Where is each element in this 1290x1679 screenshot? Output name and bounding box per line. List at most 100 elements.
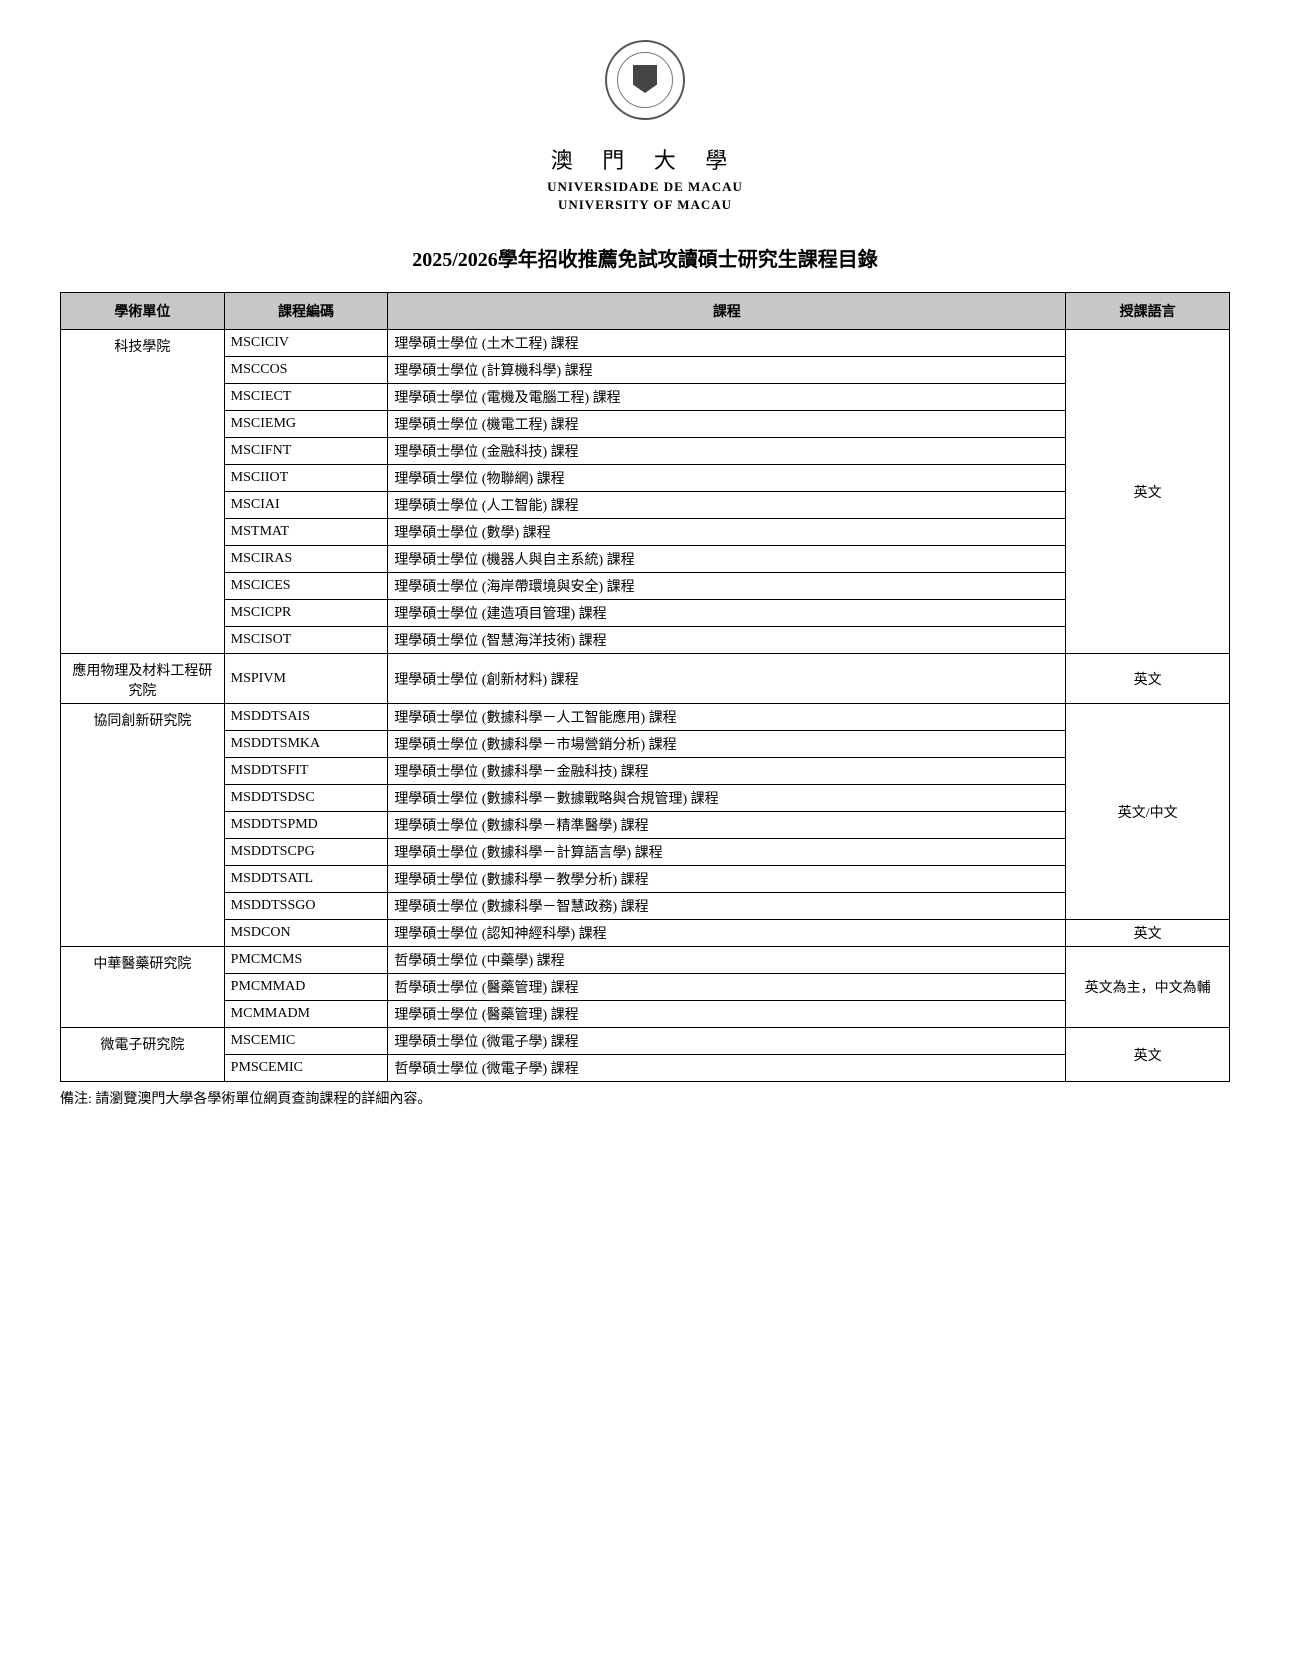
- course-cell: 理學碩士學位 (人工智能) 課程: [388, 492, 1066, 519]
- table-row: MSCIRAS理學碩士學位 (機器人與自主系統) 課程: [61, 546, 1230, 573]
- course-cell: 理學碩士學位 (數據科學－數據戰略與合規管理) 課程: [388, 785, 1066, 812]
- code-cell: MCMMADM: [224, 1001, 388, 1028]
- code-cell: MSCIFNT: [224, 438, 388, 465]
- code-cell: MSDDTSFIT: [224, 758, 388, 785]
- course-cell: 理學碩士學位 (物聯網) 課程: [388, 465, 1066, 492]
- course-cell: 理學碩士學位 (計算機科學) 課程: [388, 357, 1066, 384]
- university-name-zh: 澳 門 大 學: [60, 143, 1230, 175]
- course-table: 學術單位 課程編碼 課程 授課語言 科技學院MSCICIV理學碩士學位 (土木工…: [60, 292, 1230, 1082]
- course-cell: 理學碩士學位 (數據科學－計算語言學) 課程: [388, 839, 1066, 866]
- course-cell: 理學碩士學位 (認知神經科學) 課程: [388, 920, 1066, 947]
- table-row: MSDDTSDSC理學碩士學位 (數據科學－數據戰略與合規管理) 課程: [61, 785, 1230, 812]
- lang-cell: 英文/中文: [1066, 704, 1230, 920]
- code-cell: MSCIEMG: [224, 411, 388, 438]
- course-cell: 理學碩士學位 (醫藥管理) 課程: [388, 1001, 1066, 1028]
- table-header-row: 學術單位 課程編碼 課程 授課語言: [61, 293, 1230, 330]
- course-cell: 理學碩士學位 (數據科學－教學分析) 課程: [388, 866, 1066, 893]
- code-cell: MSCISOT: [224, 627, 388, 654]
- course-cell: 理學碩士學位 (數據科學－智慧政務) 課程: [388, 893, 1066, 920]
- course-cell: 理學碩士學位 (土木工程) 課程: [388, 330, 1066, 357]
- unit-cell: 微電子研究院: [61, 1028, 225, 1082]
- table-row: PMSCEMIC哲學碩士學位 (微電子學) 課程: [61, 1055, 1230, 1082]
- course-cell: 哲學碩士學位 (醫藥管理) 課程: [388, 974, 1066, 1001]
- lang-cell: 英文: [1066, 330, 1230, 654]
- table-row: MSDDTSMKA理學碩士學位 (數據科學－市場營銷分析) 課程: [61, 731, 1230, 758]
- code-cell: MSCIIOT: [224, 465, 388, 492]
- university-name-en: UNIVERSITY OF MACAU: [60, 197, 1230, 213]
- code-cell: MSCEMIC: [224, 1028, 388, 1055]
- code-cell: MSCICIV: [224, 330, 388, 357]
- table-row: 應用物理及材料工程研究院MSPIVM理學碩士學位 (創新材料) 課程英文: [61, 654, 1230, 704]
- course-cell: 理學碩士學位 (電機及電腦工程) 課程: [388, 384, 1066, 411]
- lang-cell: 英文: [1066, 1028, 1230, 1082]
- table-row: MSCICES理學碩士學位 (海岸帶環境與安全) 課程: [61, 573, 1230, 600]
- code-cell: MSCIRAS: [224, 546, 388, 573]
- code-cell: MSDDTSATL: [224, 866, 388, 893]
- unit-cell: 科技學院: [61, 330, 225, 654]
- course-cell: 理學碩士學位 (機電工程) 課程: [388, 411, 1066, 438]
- course-cell: 理學碩士學位 (海岸帶環境與安全) 課程: [388, 573, 1066, 600]
- course-cell: 理學碩士學位 (數據科學－人工智能應用) 課程: [388, 704, 1066, 731]
- table-row: 科技學院MSCICIV理學碩士學位 (土木工程) 課程英文: [61, 330, 1230, 357]
- header-lang: 授課語言: [1066, 293, 1230, 330]
- unit-cell: 應用物理及材料工程研究院: [61, 654, 225, 704]
- course-cell: 理學碩士學位 (機器人與自主系統) 課程: [388, 546, 1066, 573]
- code-cell: MSCICPR: [224, 600, 388, 627]
- course-cell: 哲學碩士學位 (中藥學) 課程: [388, 947, 1066, 974]
- lang-cell: 英文: [1066, 654, 1230, 704]
- code-cell: MSDCON: [224, 920, 388, 947]
- course-cell: 理學碩士學位 (微電子學) 課程: [388, 1028, 1066, 1055]
- code-cell: PMCMCMS: [224, 947, 388, 974]
- header-course: 課程: [388, 293, 1066, 330]
- table-row: MSCCOS理學碩士學位 (計算機科學) 課程: [61, 357, 1230, 384]
- unit-cell: 中華醫藥研究院: [61, 947, 225, 1028]
- header-code: 課程編碼: [224, 293, 388, 330]
- lang-cell: 英文為主，中文為輔: [1066, 947, 1230, 1028]
- code-cell: MSCIAI: [224, 492, 388, 519]
- code-cell: MSCICES: [224, 573, 388, 600]
- table-row: MSDDTSATL理學碩士學位 (數據科學－教學分析) 課程: [61, 866, 1230, 893]
- course-cell: 理學碩士學位 (數據科學－市場營銷分析) 課程: [388, 731, 1066, 758]
- code-cell: MSDDTSSGO: [224, 893, 388, 920]
- course-cell: 理學碩士學位 (金融科技) 課程: [388, 438, 1066, 465]
- code-cell: MSCIECT: [224, 384, 388, 411]
- table-row: PMCMMAD哲學碩士學位 (醫藥管理) 課程: [61, 974, 1230, 1001]
- course-cell: 理學碩士學位 (數據科學－精準醫學) 課程: [388, 812, 1066, 839]
- table-row: MSDCON理學碩士學位 (認知神經科學) 課程英文: [61, 920, 1230, 947]
- table-row: MCMMADM理學碩士學位 (醫藥管理) 課程: [61, 1001, 1230, 1028]
- code-cell: MSTMAT: [224, 519, 388, 546]
- footnote: 備注: 請瀏覽澳門大學各學術單位網頁查詢課程的詳細內容。: [60, 1088, 1230, 1108]
- header-unit: 學術單位: [61, 293, 225, 330]
- lang-cell: 英文: [1066, 920, 1230, 947]
- code-cell: PMSCEMIC: [224, 1055, 388, 1082]
- course-cell: 理學碩士學位 (創新材料) 課程: [388, 654, 1066, 704]
- university-name-pt: UNIVERSIDADE DE MACAU: [60, 179, 1230, 195]
- course-cell: 理學碩士學位 (智慧海洋技術) 課程: [388, 627, 1066, 654]
- code-cell: MSDDTSMKA: [224, 731, 388, 758]
- table-row: MSDDTSCPG理學碩士學位 (數據科學－計算語言學) 課程: [61, 839, 1230, 866]
- university-logo: [60, 40, 1230, 133]
- code-cell: MSDDTSAIS: [224, 704, 388, 731]
- code-cell: MSDDTSCPG: [224, 839, 388, 866]
- table-row: MSDDTSFIT理學碩士學位 (數據科學－金融科技) 課程: [61, 758, 1230, 785]
- course-cell: 理學碩士學位 (數據科學－金融科技) 課程: [388, 758, 1066, 785]
- table-row: MSCIAI理學碩士學位 (人工智能) 課程: [61, 492, 1230, 519]
- table-row: MSCIFNT理學碩士學位 (金融科技) 課程: [61, 438, 1230, 465]
- table-row: 微電子研究院MSCEMIC理學碩士學位 (微電子學) 課程英文: [61, 1028, 1230, 1055]
- code-cell: MSPIVM: [224, 654, 388, 704]
- table-row: MSCICPR理學碩士學位 (建造項目管理) 課程: [61, 600, 1230, 627]
- table-row: MSDDTSPMD理學碩士學位 (數據科學－精準醫學) 課程: [61, 812, 1230, 839]
- table-row: 協同創新研究院MSDDTSAIS理學碩士學位 (數據科學－人工智能應用) 課程英…: [61, 704, 1230, 731]
- code-cell: MSDDTSPMD: [224, 812, 388, 839]
- code-cell: MSDDTSDSC: [224, 785, 388, 812]
- course-cell: 理學碩士學位 (數學) 課程: [388, 519, 1066, 546]
- table-row: MSTMAT理學碩士學位 (數學) 課程: [61, 519, 1230, 546]
- course-cell: 哲學碩士學位 (微電子學) 課程: [388, 1055, 1066, 1082]
- table-row: MSDDTSSGO理學碩士學位 (數據科學－智慧政務) 課程: [61, 893, 1230, 920]
- table-row: 中華醫藥研究院PMCMCMS哲學碩士學位 (中藥學) 課程英文為主，中文為輔: [61, 947, 1230, 974]
- table-row: MSCISOT理學碩士學位 (智慧海洋技術) 課程: [61, 627, 1230, 654]
- course-cell: 理學碩士學位 (建造項目管理) 課程: [388, 600, 1066, 627]
- table-row: MSCIECT理學碩士學位 (電機及電腦工程) 課程: [61, 384, 1230, 411]
- page-title: 2025/2026學年招收推薦免試攻讀碩士研究生課程目錄: [60, 243, 1230, 272]
- table-row: MSCIEMG理學碩士學位 (機電工程) 課程: [61, 411, 1230, 438]
